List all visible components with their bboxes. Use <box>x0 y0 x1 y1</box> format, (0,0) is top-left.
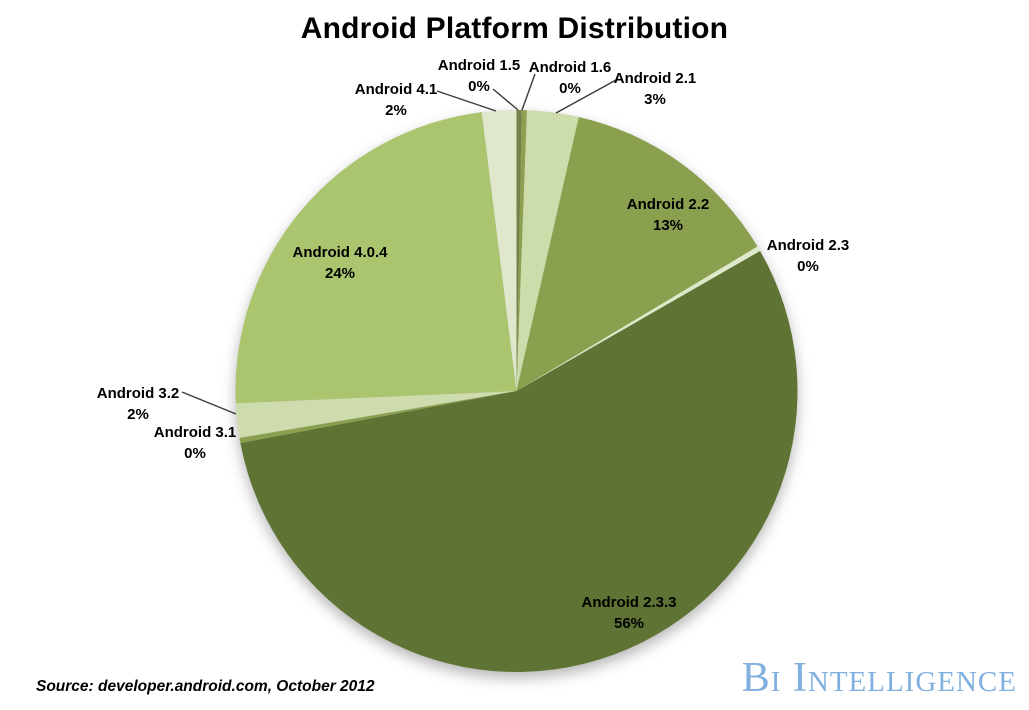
chart-title: Android Platform Distribution <box>300 12 729 45</box>
slice-pct: 13% <box>652 217 684 234</box>
pie-slice-android-2-3 <box>516 246 761 391</box>
slice-label-android-2-3: Android 2.3 0% <box>767 235 850 277</box>
pie-slice-android-2-2 <box>516 116 758 392</box>
pie-slice-android-1-6 <box>516 110 527 392</box>
slice-name: Android 1.5 <box>437 57 521 74</box>
pie-slice-android-2-3-3 <box>240 251 798 673</box>
leader-line-android-3-2 <box>181 391 237 415</box>
slice-pct: 0% <box>797 258 819 275</box>
slice-name: Android 3.1 <box>153 424 237 441</box>
slice-name: Android 4.0.4 <box>292 244 388 261</box>
slice-label-android-1-6: Android 1.6 0% <box>529 57 612 99</box>
leader-line-android-4-1 <box>436 90 497 112</box>
bi-intelligence-logo: Bi Intelligence <box>741 655 1017 701</box>
slice-name: Android 4.1 <box>354 81 438 98</box>
pie-slice-android-1-5 <box>516 110 522 391</box>
slice-label-android-2-3-3: Android 2.3.3 56% <box>581 592 676 634</box>
slice-label-android-4-0-4: Android 4.0.4 24% <box>292 242 387 284</box>
slice-pct: 0% <box>468 78 490 95</box>
pie-slice-android-2-1 <box>516 110 579 391</box>
slice-pct: 3% <box>644 91 666 108</box>
slice-label-android-1-5: Android 1.5 0% <box>438 55 521 97</box>
slice-label-android-2-2: Android 2.2 13% <box>627 194 710 236</box>
leader-line-android-1-6 <box>521 73 536 111</box>
slice-pct: 56% <box>613 615 645 632</box>
slice-name: Android 2.1 <box>613 70 697 87</box>
slice-label-android-3-1: Android 3.1 0% <box>154 422 237 464</box>
slice-name: Android 1.6 <box>528 59 612 76</box>
slice-name: Android 2.3 <box>766 237 850 254</box>
slice-pct: 0% <box>184 445 206 462</box>
slice-pct: 24% <box>324 265 356 282</box>
slice-label-android-4-1: Android 4.1 2% <box>355 79 438 121</box>
slice-name: Android 2.3.3 <box>581 594 677 611</box>
slice-name: Android 2.2 <box>626 196 710 213</box>
slice-label-android-2-1: Android 2.1 3% <box>614 68 697 110</box>
pie-slice-android-3-2 <box>235 391 517 438</box>
leader-lines <box>181 73 617 415</box>
slice-pct: 2% <box>127 406 149 423</box>
pie-slice-android-3-1 <box>239 391 517 444</box>
leader-line-android-1-5 <box>492 88 519 111</box>
slice-pct: 2% <box>385 102 407 119</box>
leader-line-android-2-1 <box>555 79 617 114</box>
slice-label-android-3-2: Android 3.2 2% <box>97 383 180 425</box>
slice-name: Android 3.2 <box>96 385 180 402</box>
pie-slice-android-4-0-4 <box>235 112 517 404</box>
pie-slices-group <box>235 109 798 673</box>
slice-pct: 0% <box>559 80 581 97</box>
pie-slice-android-4-1 <box>481 109 517 391</box>
source-note: Source: developer.android.com, October 2… <box>36 678 375 695</box>
